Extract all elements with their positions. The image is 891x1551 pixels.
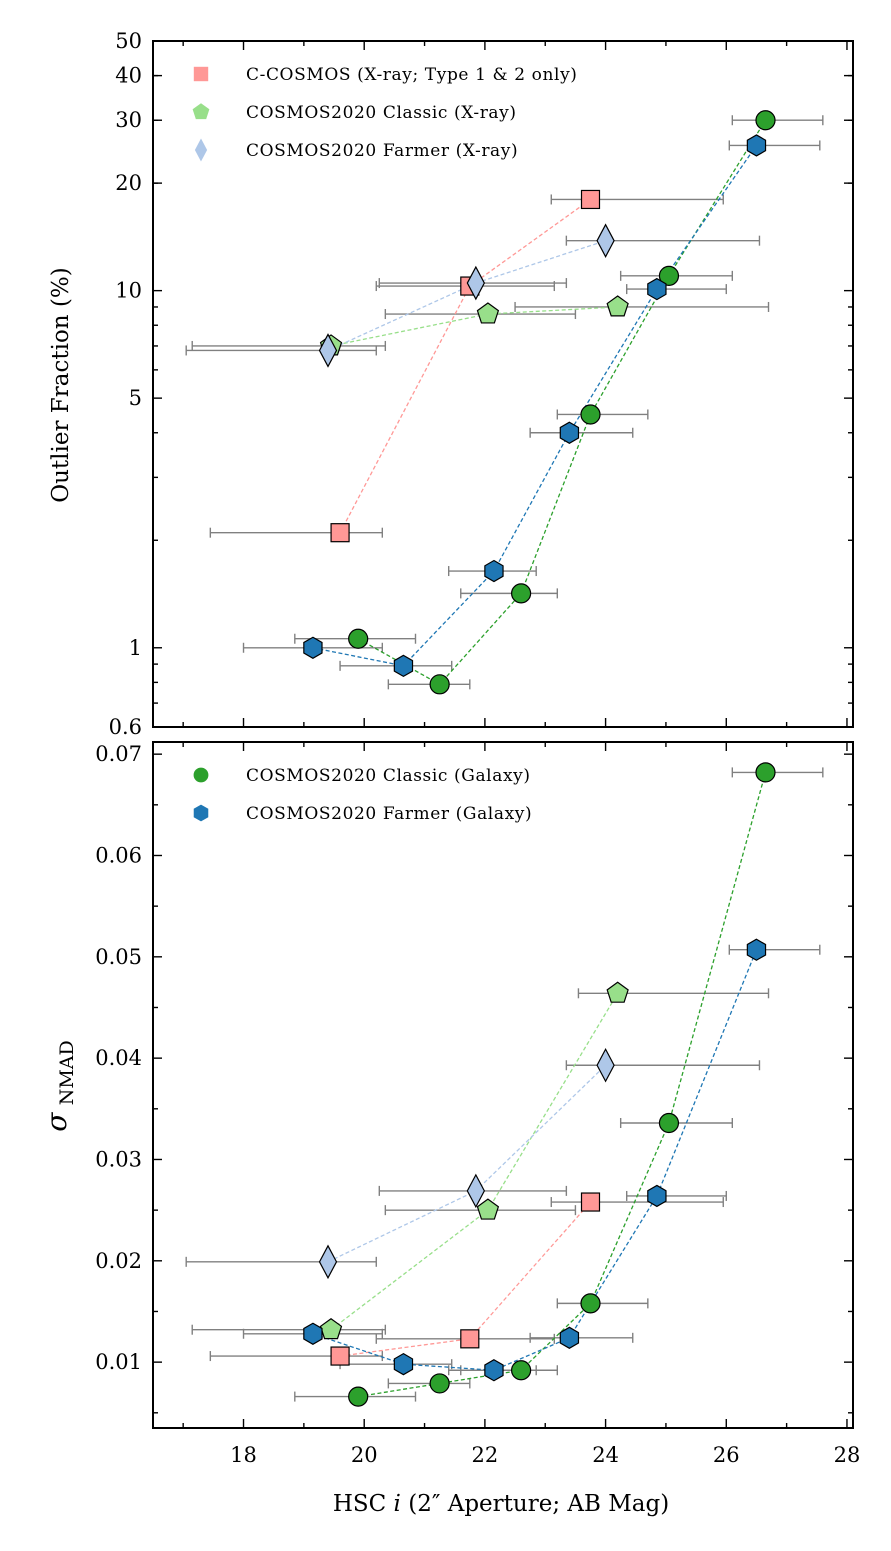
x-tick-label: 22 bbox=[472, 1443, 499, 1467]
data-point-cosmos2020-classic-x-ray bbox=[606, 295, 629, 317]
legend-label: C-COSMOS (X-ray; Type 1 & 2 only) bbox=[246, 65, 578, 85]
plot-frame bbox=[152, 741, 854, 1429]
data-point-c-cosmos-x-ray-type-1-2-only bbox=[580, 189, 601, 210]
legend-label: COSMOS2020 Classic (Galaxy) bbox=[246, 766, 531, 786]
y-tick-label: 0.06 bbox=[95, 843, 142, 867]
data-point-cosmos2020-classic-galaxy bbox=[348, 628, 369, 649]
data-point-cosmos2020-farmer-galaxy bbox=[303, 636, 323, 659]
y-tick-label: 50 bbox=[115, 29, 142, 53]
data-point-cosmos2020-classic-galaxy bbox=[755, 762, 776, 783]
x-axis-title-suffix: (2″ Aperture; AB Mag) bbox=[401, 1491, 669, 1517]
sigma-symbol: σ bbox=[40, 1112, 73, 1132]
data-point-c-cosmos-x-ray-type-1-2-only bbox=[330, 1346, 350, 1366]
data-point-cosmos2020-classic-galaxy bbox=[658, 1112, 680, 1134]
data-point-cosmos2020-classic-galaxy bbox=[429, 674, 450, 695]
data-point-cosmos2020-farmer-galaxy bbox=[746, 134, 767, 157]
data-point-cosmos2020-farmer-galaxy bbox=[647, 277, 667, 301]
series-line-cosmos2020-farmer-galaxy bbox=[312, 145, 757, 667]
series-line-cosmos2020-farmer-x-ray bbox=[327, 240, 606, 352]
y-tick-label: 30 bbox=[115, 108, 142, 132]
data-point-cosmos2020-classic-x-ray bbox=[606, 981, 629, 1003]
top-y-axis-title: Outlier Fraction (%) bbox=[48, 267, 74, 502]
bottom-y-axis-title: σ NMAD bbox=[40, 1040, 78, 1131]
data-point-cosmos2020-farmer-galaxy bbox=[559, 421, 580, 444]
y-tick-label: 0.07 bbox=[95, 742, 142, 766]
x-tick-label: 26 bbox=[713, 1443, 740, 1467]
outlier-fraction-panel: 0.6 1 5 10 20 30 40 50 C-COSMOS (X-ray; Type 1 &… bbox=[109, 29, 854, 739]
y-tick-label: 20 bbox=[115, 171, 142, 195]
data-point-cosmos2020-classic-x-ray bbox=[476, 1198, 500, 1220]
y-tick-label: 0.02 bbox=[95, 1249, 142, 1273]
legend-label: COSMOS2020 Classic (X-ray) bbox=[246, 103, 517, 123]
data-point-cosmos2020-classic-x-ray bbox=[476, 302, 500, 324]
x-tick-label: 28 bbox=[834, 1443, 861, 1467]
series-line-cosmos2020-classic-galaxy bbox=[358, 772, 767, 1398]
data-point-cosmos2020-farmer-galaxy bbox=[393, 654, 414, 678]
data-point-cosmos2020-farmer-galaxy bbox=[746, 938, 767, 961]
legend-marker-cosmos2020-classic-x-ray bbox=[192, 103, 210, 120]
legend-marker-cosmos2020-farmer-x-ray bbox=[194, 138, 208, 162]
legend-label: COSMOS2020 Farmer (Galaxy) bbox=[246, 804, 532, 824]
plot-frame bbox=[152, 40, 854, 728]
data-point-c-cosmos-x-ray-type-1-2-only bbox=[580, 1192, 601, 1212]
series-line-c-cosmos-x-ray-type-1-2-only bbox=[339, 198, 591, 533]
y-tick-label: 1 bbox=[129, 636, 142, 660]
data-point-c-cosmos-x-ray-type-1-2-only bbox=[330, 523, 350, 543]
sigma-nmad-panel: 18 20 22 24 26 28 0.01 0.02 0.03 0.04 0.05 0.06 0.07… bbox=[95, 741, 861, 1467]
data-point-cosmos2020-classic-galaxy bbox=[348, 1386, 369, 1407]
data-point-cosmos2020-classic-galaxy bbox=[755, 110, 776, 131]
data-point-cosmos2020-farmer-x-ray bbox=[466, 265, 486, 301]
data-point-cosmos2020-farmer-x-ray bbox=[466, 1173, 486, 1209]
data-point-cosmos2020-farmer-x-ray bbox=[318, 1244, 338, 1280]
y-tick-label: 0.05 bbox=[95, 945, 142, 969]
legend-label: COSMOS2020 Farmer (X-ray) bbox=[246, 141, 518, 161]
data-point-cosmos2020-classic-galaxy bbox=[580, 1293, 601, 1314]
x-tick-label: 20 bbox=[351, 1443, 378, 1467]
y-tick-label: 0.03 bbox=[95, 1147, 142, 1171]
legend-marker-cosmos2020-farmer-galaxy bbox=[193, 804, 209, 822]
data-point-cosmos2020-classic-galaxy bbox=[429, 1373, 450, 1394]
data-point-cosmos2020-farmer-x-ray bbox=[596, 1047, 615, 1083]
y-tick-label: 0.6 bbox=[109, 715, 142, 739]
data-point-cosmos2020-farmer-galaxy bbox=[484, 1359, 504, 1382]
data-point-cosmos2020-farmer-galaxy bbox=[647, 1184, 667, 1208]
x-axis-title: HSC i (2″ Aperture; AB Mag) bbox=[333, 1491, 669, 1517]
data-point-cosmos2020-farmer-galaxy bbox=[484, 559, 504, 583]
nmad-subscript: NMAD bbox=[56, 1040, 78, 1105]
x-tick-label: 24 bbox=[592, 1443, 619, 1467]
data-point-cosmos2020-classic-galaxy bbox=[511, 1360, 532, 1381]
legend: COSMOS2020 Classic (Galaxy) COSMOS2020 Fa… bbox=[193, 766, 532, 824]
data-point-cosmos2020-farmer-galaxy bbox=[393, 1352, 414, 1376]
y-tick-label: 5 bbox=[129, 386, 142, 410]
legend-marker-cosmos2020-classic-galaxy bbox=[193, 767, 209, 783]
data-point-cosmos2020-farmer-galaxy bbox=[303, 1322, 323, 1345]
x-axis-title-band: i bbox=[394, 1491, 401, 1517]
data-point-c-cosmos-x-ray-type-1-2-only bbox=[460, 1329, 480, 1349]
y-tick-label: 10 bbox=[115, 279, 142, 303]
series-line-cosmos2020-farmer-galaxy bbox=[312, 949, 758, 1371]
x-tick-label: 18 bbox=[230, 1443, 257, 1467]
data-point-cosmos2020-farmer-galaxy bbox=[559, 1326, 580, 1350]
data-point-cosmos2020-classic-galaxy bbox=[580, 404, 601, 425]
data-point-cosmos2020-classic-x-ray bbox=[319, 1317, 343, 1340]
y-tick-label: 0.04 bbox=[95, 1046, 142, 1070]
data-point-cosmos2020-farmer-x-ray bbox=[596, 223, 615, 258]
data-point-cosmos2020-classic-galaxy bbox=[658, 265, 680, 286]
data-point-cosmos2020-farmer-x-ray bbox=[318, 333, 338, 368]
x-axis-title-prefix: HSC bbox=[333, 1491, 394, 1517]
data-point-cosmos2020-classic-galaxy bbox=[511, 583, 532, 604]
y-tick-label: 40 bbox=[115, 64, 142, 88]
y-tick-label: 0.01 bbox=[95, 1350, 142, 1374]
legend-marker-c-cosmos-x-ray-type-1-2-only bbox=[193, 66, 209, 82]
series-line-cosmos2020-classic-x-ray bbox=[330, 306, 618, 347]
legend: C-COSMOS (X-ray; Type 1 & 2 only) COSMOS2… bbox=[192, 65, 578, 162]
